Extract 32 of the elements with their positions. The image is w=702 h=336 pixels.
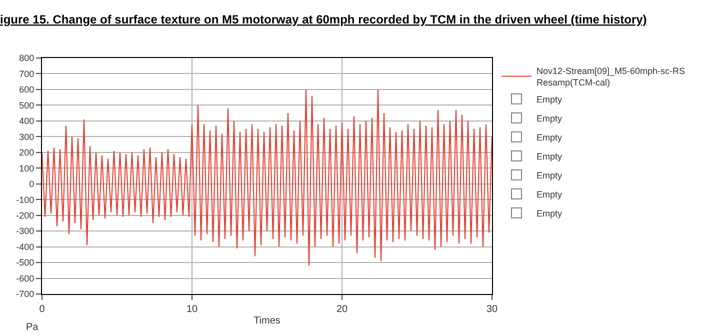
- y-tick-label: 0: [29, 179, 34, 190]
- legend-label: Empty: [536, 151, 563, 162]
- legend-label: Empty: [536, 113, 563, 124]
- y-tick-label: 100: [19, 163, 34, 174]
- y-tick-label: 600: [19, 84, 34, 95]
- legend-label: Empty: [536, 94, 563, 104]
- y-tick-label: -200: [16, 210, 34, 220]
- y-tick-label: 400: [19, 116, 34, 126]
- legend-label: Empty: [536, 208, 563, 218]
- y-tick-label: 800: [19, 53, 34, 64]
- y-tick-label: -500: [16, 258, 34, 268]
- legend-label: Empty: [536, 189, 563, 200]
- y-tick-label: -100: [16, 194, 34, 205]
- y-axis-title: Pa: [26, 322, 39, 333]
- y-tick-label: -700: [16, 289, 34, 300]
- line-series: [42, 88, 492, 266]
- x-axis-title: Times: [254, 316, 280, 326]
- y-tick-label: -400: [16, 242, 34, 252]
- x-tick-label: 30: [486, 304, 498, 315]
- chart-title: igure 15. Change of surface texture on M5 motorway at 60mph recorded by TCM in the driven wheel (time history): [0, 12, 647, 27]
- legend-label: Empty: [536, 132, 563, 142]
- x-tick-label: 0: [39, 304, 46, 315]
- y-tick-label: 200: [19, 148, 34, 158]
- y-tick-label: -600: [16, 273, 34, 284]
- y-tick-label: 300: [19, 132, 34, 142]
- legend-label: Empty: [536, 170, 563, 180]
- y-tick-label: 700: [19, 68, 34, 79]
- legend-label: Nov12-Stream[09]_M5-60mph-sc-RS Resamp(TCM-cal): [536, 66, 686, 88]
- y-tick-label: -300: [16, 226, 34, 236]
- x-tick-label: 20: [336, 304, 348, 315]
- y-tick-label: 500: [19, 100, 34, 110]
- x-tick-label: 10: [186, 304, 198, 315]
